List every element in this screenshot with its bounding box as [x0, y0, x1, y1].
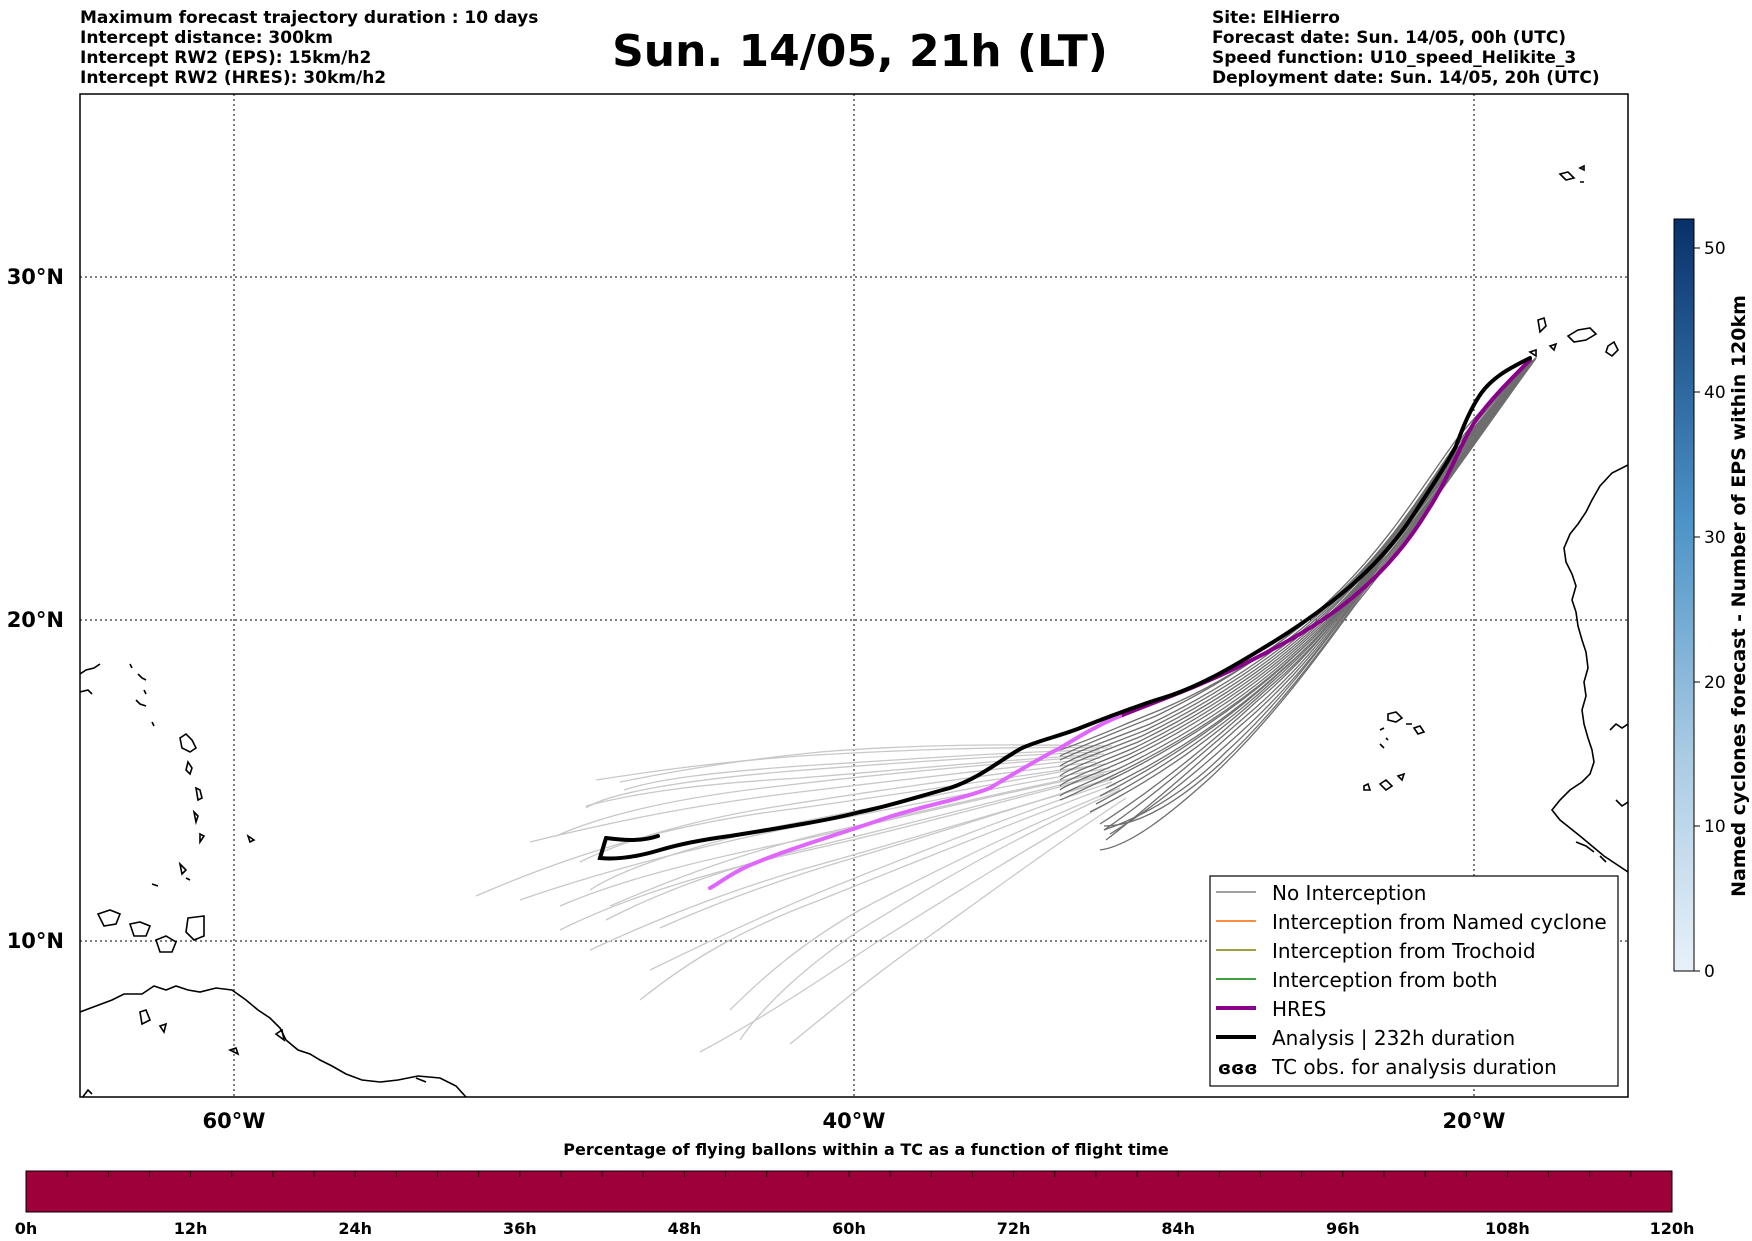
trajectory-line [699, 793, 1125, 1053]
trajectory-line [559, 771, 1107, 907]
trajectory-line [609, 769, 1115, 907]
analysis-trajectory-end [604, 834, 660, 842]
header-left-info: Maximum forecast trajectory duration : 1… [80, 8, 538, 88]
caribbean-islands [80, 663, 256, 887]
coast-venezuela-islands [139, 1009, 427, 1083]
trajectory-line [649, 781, 1113, 971]
legend: No Interception Interception from Named … [1209, 875, 1619, 1087]
trajectory-line [1103, 357, 1537, 831]
time-label-96h: 96h [1326, 1219, 1360, 1238]
trajectory-duration-text: Maximum forecast trajectory duration : 1… [80, 8, 539, 28]
flight-time-labels: 0h 12h 24h 36h 48h 60h 72h 84h 96h 108h … [15, 1219, 1695, 1238]
colorbar-gradient [1673, 218, 1695, 972]
trajectory-line [559, 775, 1103, 931]
time-label-72h: 72h [997, 1219, 1031, 1238]
lat-label-10n: 10°N [7, 929, 64, 953]
intercept-hres-text: Intercept RW2 (HRES): 30km/h2 [80, 68, 387, 88]
lon-label-60w: 60°W [203, 1109, 266, 1133]
intercept-distance-text: Intercept distance: 300km [80, 28, 333, 48]
time-label-48h: 48h [668, 1219, 702, 1238]
analysis-trajectory [597, 356, 1532, 861]
trajectory-line [659, 775, 1119, 929]
trajectory-line [1099, 357, 1537, 825]
coast-south-america [80, 985, 467, 1097]
trajectory-line [529, 757, 1101, 843]
colorbar-tick-30: 30 [1704, 528, 1726, 548]
lon-axis-labels: 60°W 40°W 20°W [203, 1109, 1506, 1133]
forecast-date-text: Forecast date: Sun. 14/05, 00h (UTC) [1212, 28, 1567, 48]
legend-label-trochoid: Interception from Trochoid [1272, 939, 1536, 963]
intercept-eps-text: Intercept RW2 (EPS): 15km/h2 [80, 48, 372, 68]
trajectory-line [639, 783, 1117, 1001]
trajectory-line [1099, 357, 1537, 851]
coast-west-africa [1550, 464, 1628, 873]
lat-axis-labels: 30°N 20°N 10°N [7, 265, 64, 953]
time-label-84h: 84h [1161, 1219, 1195, 1238]
colorbar-title: Named cyclones forecast - Number of EPS … [1728, 295, 1750, 897]
legend-box [1209, 875, 1619, 1087]
colorbar-tick-0: 0 [1704, 962, 1715, 982]
speed-function-text: Speed function: U10_speed_Helikite_3 [1212, 48, 1577, 68]
legend-label-no-interception: No Interception [1272, 881, 1426, 905]
colorbar-tick-20: 20 [1704, 673, 1726, 693]
time-label-36h: 36h [503, 1219, 537, 1238]
trajectory-line [739, 789, 1121, 1041]
colorbar-tick-10: 10 [1704, 817, 1726, 837]
hres-line-early [708, 714, 1122, 890]
site-text: Site: ElHierro [1212, 8, 1340, 28]
page-title: Sun. 14/05, 21h (LT) [612, 26, 1108, 77]
legend-label-tc-obs: TC obs. for analysis duration [1271, 1055, 1557, 1079]
colorbar-tick-50: 50 [1704, 239, 1726, 259]
trinidad-tobago [81, 909, 205, 1097]
trajectory-line [605, 773, 1105, 921]
map-frame [79, 93, 1629, 1098]
coast-africa-bays [1575, 722, 1628, 863]
trajectory-line [729, 787, 1121, 1011]
flight-time-bar: Percentage of flying ballons within a TC… [15, 1140, 1695, 1238]
time-label-60h: 60h [832, 1219, 866, 1238]
flight-time-bar-fill [25, 1170, 1673, 1213]
lat-label-30n: 30°N [7, 265, 64, 289]
time-label-108h: 108h [1485, 1219, 1530, 1238]
legend-label-both: Interception from both [1272, 968, 1498, 992]
flight-time-bar-title: Percentage of flying ballons within a TC… [563, 1140, 1169, 1159]
lon-label-20w: 20°W [1443, 1109, 1506, 1133]
legend-label-analysis: Analysis | 232h duration [1272, 1026, 1515, 1050]
trajectory-line [789, 797, 1127, 1045]
trajectory-line [555, 755, 1099, 837]
madeira-islands [1558, 164, 1585, 183]
header-right-info: Site: ElHierro Forecast date: Sun. 14/05… [1212, 8, 1600, 88]
time-label-12h: 12h [174, 1219, 208, 1238]
colorbar-tick-40: 40 [1704, 383, 1726, 403]
time-label-24h: 24h [338, 1219, 372, 1238]
lon-label-40w: 40°W [823, 1109, 886, 1133]
colorbar-ticks [1694, 247, 1700, 972]
trajectory-line [585, 753, 1105, 807]
legend-label-named-cyclone: Interception from Named cyclone [1272, 910, 1607, 934]
lat-label-20n: 20°N [7, 608, 64, 632]
tc-obs-symbol-icon: ɞɞɞ [1218, 1058, 1258, 1079]
flight-time-bar-ticks [66, 1171, 1632, 1177]
coastlines [80, 164, 1628, 1097]
trajectory-line [1059, 357, 1537, 751]
legend-label-hres: HRES [1272, 997, 1326, 1021]
colorbar-cyclones: 0 10 20 30 40 50 Named cyclones forecast… [1673, 218, 1750, 982]
time-label-120h: 120h [1650, 1219, 1695, 1238]
canary-islands [1528, 316, 1619, 358]
cape-verde-islands [1363, 711, 1426, 792]
trajectory-line [595, 746, 1109, 781]
time-label-0h: 0h [15, 1219, 38, 1238]
trajectory-line [1103, 357, 1537, 827]
deployment-date-text: Deployment date: Sun. 14/05, 20h (UTC) [1212, 68, 1600, 88]
